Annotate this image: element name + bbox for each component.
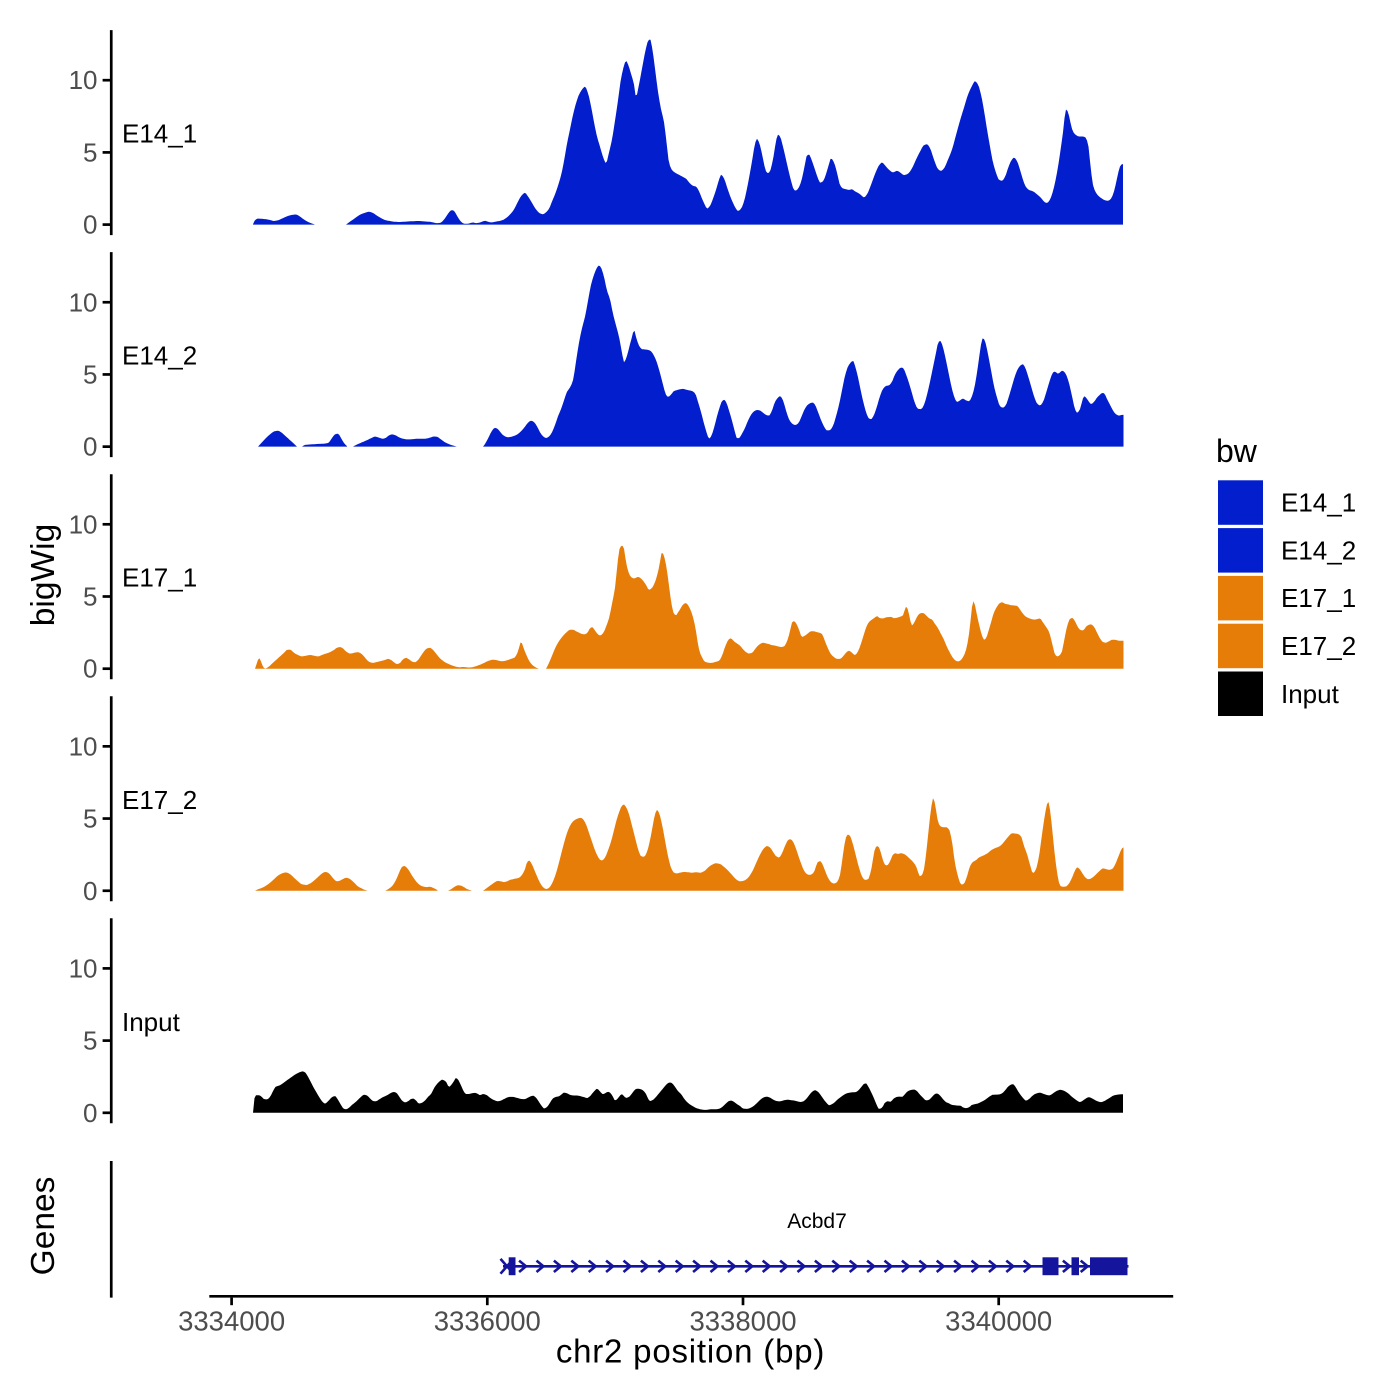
svg-text:3334000: 3334000: [178, 1306, 285, 1337]
svg-text:3340000: 3340000: [945, 1306, 1052, 1337]
svg-text:10: 10: [69, 953, 98, 983]
svg-text:0: 0: [83, 210, 97, 240]
svg-text:10: 10: [69, 509, 98, 539]
svg-text:5: 5: [83, 1026, 97, 1056]
svg-text:E14_2: E14_2: [1281, 535, 1356, 565]
svg-text:Acbd7: Acbd7: [787, 1210, 847, 1233]
svg-text:0: 0: [83, 876, 97, 906]
svg-text:Input: Input: [122, 1007, 181, 1037]
svg-text:E17_2: E17_2: [122, 785, 197, 815]
svg-text:0: 0: [83, 1098, 97, 1128]
svg-text:Input: Input: [1281, 679, 1340, 709]
svg-text:Genes: Genes: [25, 1177, 62, 1276]
svg-text:5: 5: [83, 582, 97, 612]
svg-text:3336000: 3336000: [434, 1306, 541, 1337]
svg-text:3338000: 3338000: [689, 1306, 796, 1337]
svg-text:E17_1: E17_1: [122, 563, 197, 593]
svg-text:5: 5: [83, 359, 97, 389]
svg-text:E14_1: E14_1: [1281, 488, 1356, 518]
svg-text:5: 5: [83, 137, 97, 167]
svg-text:E17_2: E17_2: [1281, 631, 1356, 661]
svg-text:0: 0: [83, 654, 97, 684]
svg-text:bw: bw: [1216, 433, 1258, 469]
svg-text:5: 5: [83, 804, 97, 834]
svg-text:chr2 position (bp): chr2 position (bp): [556, 1333, 825, 1370]
svg-text:0: 0: [83, 432, 97, 462]
svg-text:E14_2: E14_2: [122, 341, 197, 371]
svg-text:10: 10: [69, 65, 98, 95]
svg-text:bigWig: bigWig: [25, 524, 62, 626]
svg-text:E14_1: E14_1: [122, 119, 197, 149]
svg-text:10: 10: [69, 731, 98, 761]
svg-text:E17_1: E17_1: [1281, 583, 1356, 613]
svg-text:10: 10: [69, 287, 98, 317]
